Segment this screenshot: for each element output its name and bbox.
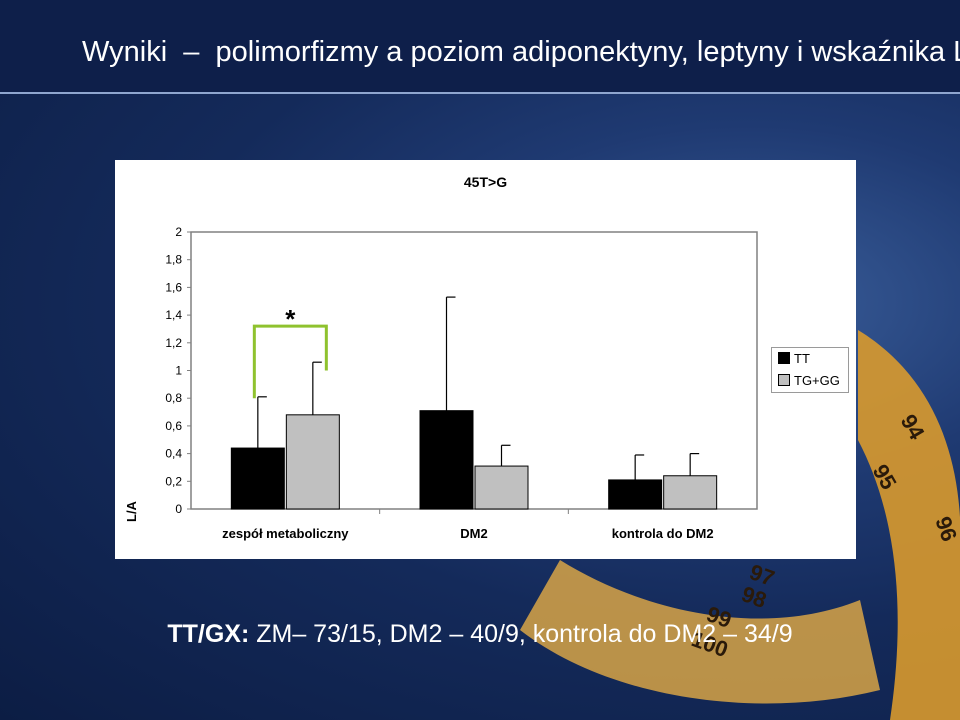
significance-marker: * (285, 304, 296, 334)
chart-panel: 0 0,2 0,4 0,6 0,8 1 1,2 1,4 1,6 1,8 2 zespół metabo… (115, 160, 856, 559)
bar (663, 475, 718, 510)
x-tick-label: zespół metaboliczny (222, 526, 349, 541)
legend-swatch-tg-gg (778, 374, 790, 386)
legend-label-tg-gg: TG+GG (794, 373, 840, 388)
legend-swatch-tt (778, 352, 790, 364)
footer-text: ZM– 73/15, DM2 – 40/9, kontrola do DM2 –… (249, 620, 793, 648)
x-tick-label: kontrola do DM2 (612, 526, 714, 541)
bar (474, 465, 529, 510)
slide-title: Wyniki – polimorfizmy a poziom adiponekt… (82, 36, 960, 68)
y-tick-label: 1,8 (165, 253, 182, 267)
footer-label: TT/GX: (167, 620, 250, 648)
chart-title: 45T>G (463, 174, 508, 190)
y-tick-label: 0,6 (165, 419, 182, 433)
bar (608, 479, 663, 510)
x-tick-label: DM2 (460, 526, 487, 541)
title-divider (0, 92, 960, 94)
significance-bracket (252, 324, 328, 399)
footer-note: TT/GX: ZM– 73/15, DM2 – 40/9, kontrola d… (0, 620, 960, 649)
chart-area: 0 0,2 0,4 0,6 0,8 1 1,2 1,4 1,6 1,8 2 zespół metabo… (165, 225, 758, 541)
bar (285, 414, 340, 510)
y-tick-label: 0 (175, 502, 182, 516)
legend-item-tg-gg: TG+GG (778, 373, 840, 389)
y-tick-label: 1 (175, 364, 182, 378)
title-band (0, 0, 960, 92)
legend-item-tt: TT (778, 351, 810, 367)
chart-legend: TT TG+GG (771, 347, 849, 393)
y-tick-label: 1,4 (165, 308, 182, 322)
legend-label-tt: TT (794, 351, 810, 366)
y-tick-label: 2 (175, 225, 182, 239)
y-tick-label: 1,6 (165, 280, 182, 294)
y-axis-label: L/A (124, 501, 139, 522)
bar (419, 410, 474, 510)
bar (230, 447, 285, 510)
y-tick-label: 0,4 (165, 447, 182, 461)
y-tick-label: 0,2 (165, 474, 182, 488)
y-tick-label: 0,8 (165, 391, 182, 405)
y-tick-label: 1,2 (165, 336, 182, 350)
